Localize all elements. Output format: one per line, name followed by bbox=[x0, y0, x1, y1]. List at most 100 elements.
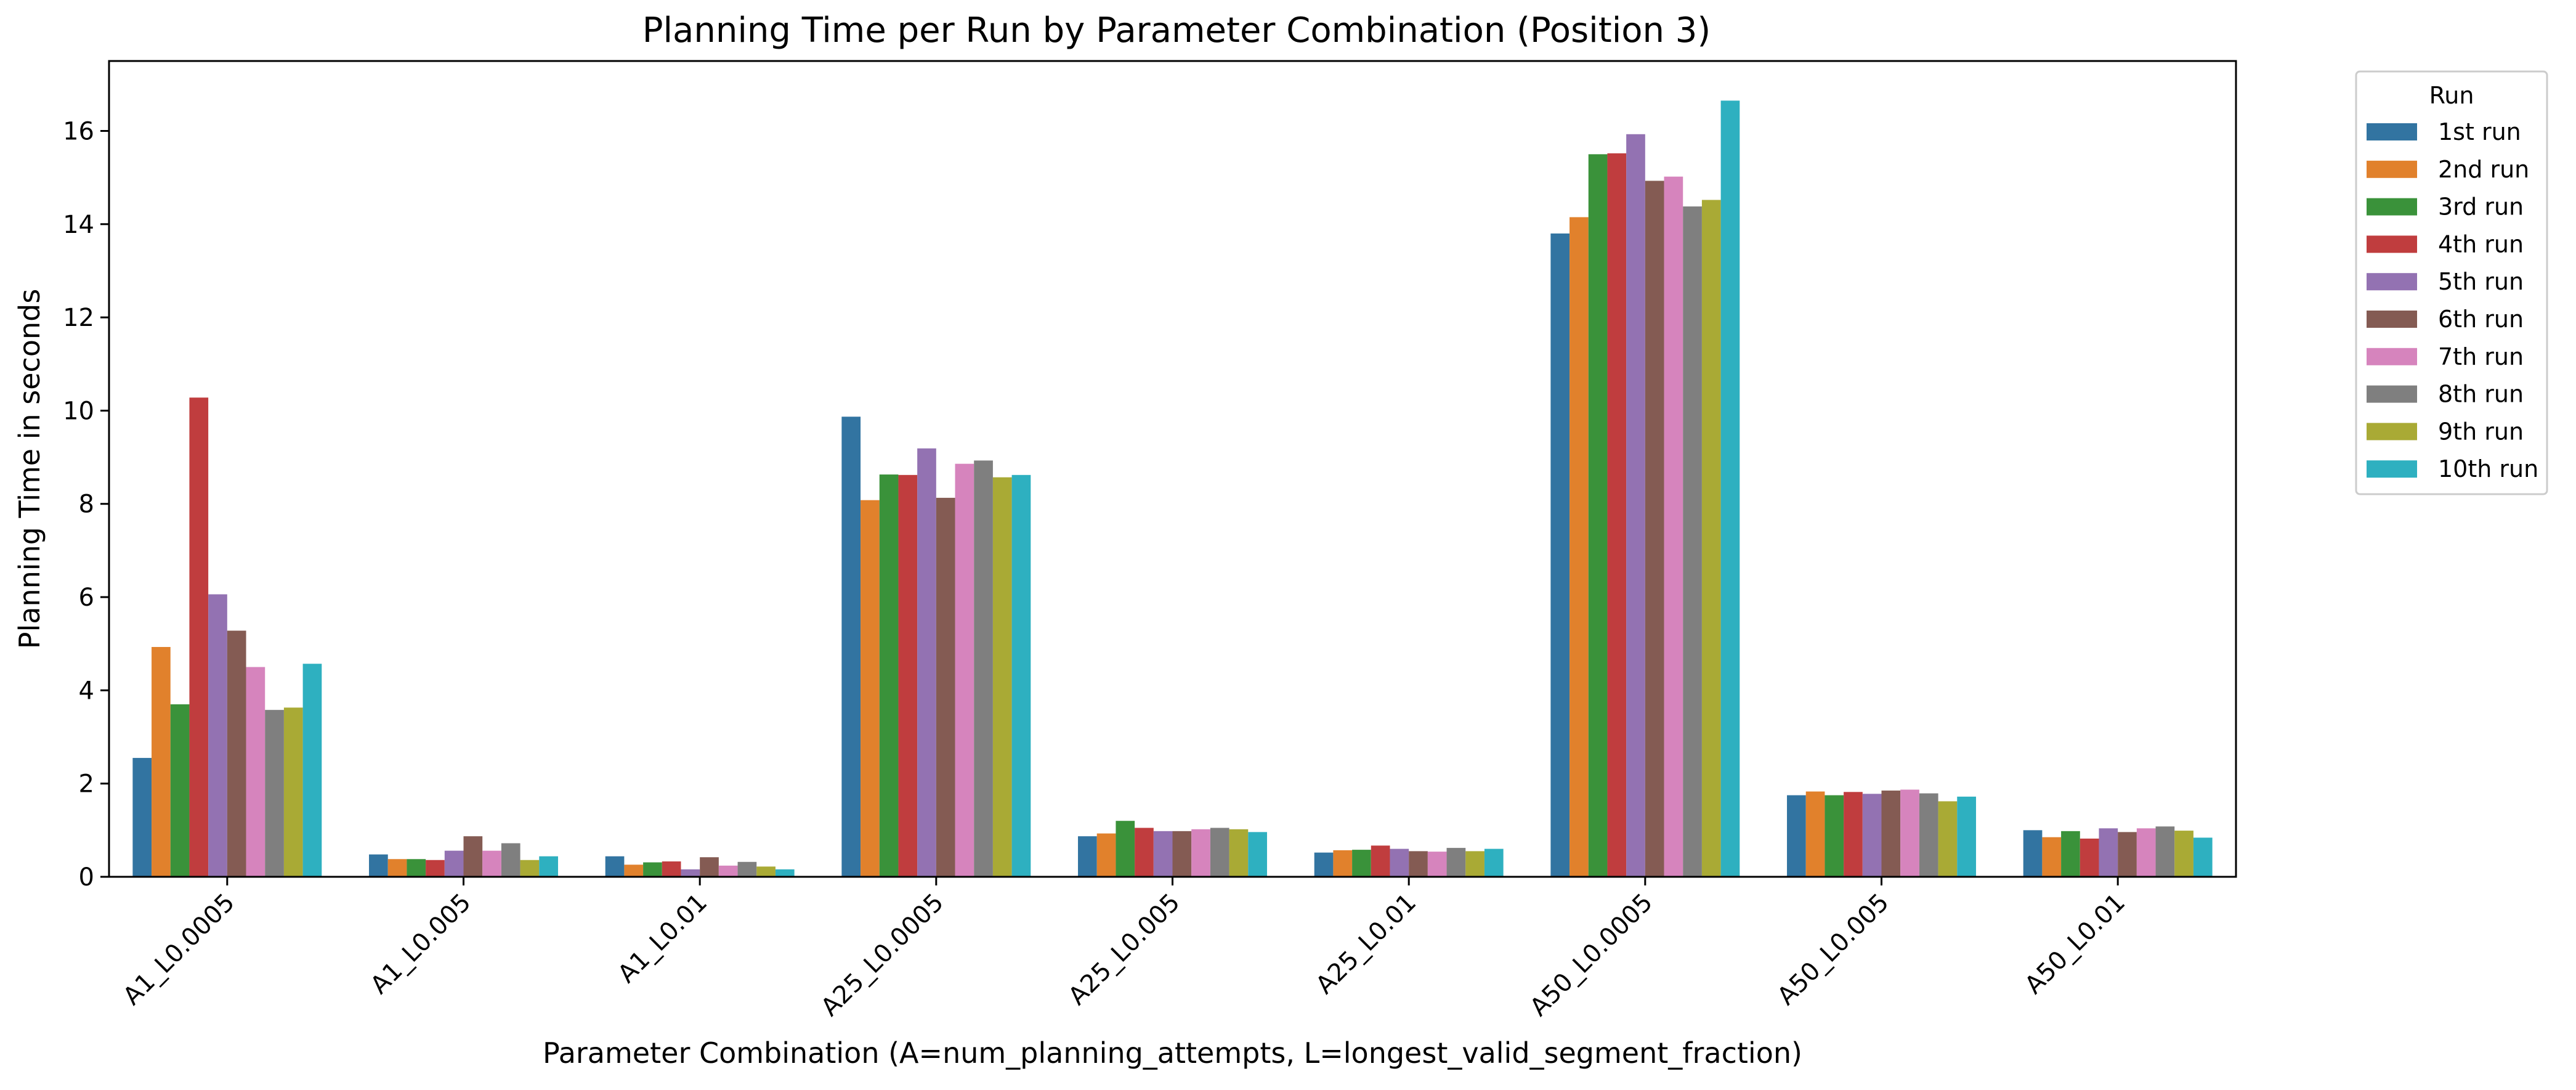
bar bbox=[1333, 850, 1353, 877]
bar bbox=[407, 859, 426, 877]
bar bbox=[1844, 792, 1863, 877]
y-axis-ticks: 0 2 4 6 8 10 12 14 16 bbox=[63, 117, 109, 892]
legend-swatch bbox=[2367, 160, 2417, 178]
bar bbox=[463, 836, 483, 877]
legend-label: 8th run bbox=[2438, 381, 2524, 408]
bar bbox=[520, 860, 540, 877]
bar bbox=[1862, 794, 1882, 877]
bar bbox=[898, 474, 918, 877]
bar bbox=[246, 667, 265, 877]
bar bbox=[643, 862, 662, 877]
bar bbox=[387, 859, 407, 877]
bar bbox=[1550, 233, 1570, 877]
bar bbox=[1900, 789, 1919, 877]
y-tick-label: 12 bbox=[63, 304, 94, 332]
bar bbox=[444, 850, 464, 877]
bar bbox=[1229, 829, 1249, 877]
bar bbox=[955, 463, 974, 877]
x-axis-ticks: A1_L0.0005 A1_L0.005 A1_L0.01 A25_L0.0005 A2… bbox=[118, 877, 2131, 1022]
bar bbox=[2042, 837, 2062, 877]
legend-swatch bbox=[2367, 123, 2417, 140]
bar bbox=[879, 474, 899, 877]
bar bbox=[227, 630, 246, 877]
plot-frame bbox=[108, 60, 2237, 878]
bars bbox=[132, 100, 2213, 877]
bar bbox=[1172, 831, 1192, 877]
bar bbox=[170, 704, 190, 877]
y-tick-label: 10 bbox=[63, 397, 94, 425]
bar bbox=[1314, 852, 1334, 877]
bar bbox=[992, 477, 1012, 877]
bar bbox=[302, 664, 322, 877]
x-tick-label: A1_L0.005 bbox=[365, 889, 477, 1000]
bar bbox=[700, 857, 719, 877]
bar bbox=[2193, 837, 2213, 877]
bar bbox=[1957, 796, 1976, 877]
y-tick-label: 8 bbox=[79, 490, 94, 519]
bar bbox=[501, 843, 520, 877]
bar bbox=[1446, 848, 1466, 877]
y-tick-label: 2 bbox=[79, 770, 94, 799]
legend-label: 2nd run bbox=[2438, 156, 2529, 183]
bar bbox=[1938, 801, 1958, 877]
bar bbox=[1484, 848, 1504, 877]
bar bbox=[662, 861, 681, 877]
bar bbox=[775, 869, 795, 877]
x-tick-label: A25_L0.005 bbox=[1063, 889, 1186, 1011]
bar bbox=[2023, 830, 2043, 877]
x-tick-label: A25_L0.01 bbox=[1310, 889, 1422, 1000]
bar bbox=[283, 707, 303, 877]
bar bbox=[1352, 850, 1371, 877]
chart-title: Planning Time per Run by Parameter Combi… bbox=[642, 10, 1711, 51]
y-tick-label: 0 bbox=[79, 863, 94, 892]
legend: Run 1st run 2nd run 3rd run 4th run 5th run 6… bbox=[2355, 70, 2548, 495]
bar bbox=[1787, 795, 1806, 877]
legend-label: 10th run bbox=[2438, 455, 2538, 482]
bar bbox=[1881, 791, 1901, 877]
bar bbox=[1683, 206, 1702, 877]
bar bbox=[189, 397, 209, 877]
y-tick-label: 16 bbox=[63, 117, 94, 145]
bar bbox=[1805, 791, 1825, 877]
bar bbox=[1701, 200, 1721, 877]
legend-swatch bbox=[2367, 311, 2417, 328]
bar bbox=[2080, 838, 2099, 877]
legend-swatch bbox=[2367, 423, 2417, 441]
y-tick-label: 14 bbox=[63, 211, 94, 239]
x-axis-label: Parameter Combination (A=num_planning_at… bbox=[543, 1036, 1802, 1070]
bar bbox=[1390, 848, 1409, 877]
x-tick-label: A1_L0.0005 bbox=[118, 889, 240, 1011]
bar bbox=[2099, 828, 2118, 877]
legend-title: Run bbox=[2429, 82, 2474, 109]
bar bbox=[841, 417, 861, 877]
bar bbox=[1153, 831, 1173, 877]
legend-label: 3rd run bbox=[2438, 193, 2524, 221]
bar bbox=[1588, 154, 1608, 877]
bar bbox=[974, 460, 993, 877]
bar bbox=[265, 710, 284, 877]
bar bbox=[681, 869, 700, 877]
legend-swatch bbox=[2367, 198, 2417, 216]
x-tick-label: A50_L0.0005 bbox=[1525, 889, 1658, 1022]
bar bbox=[1078, 836, 1097, 877]
bar bbox=[208, 594, 227, 877]
bar bbox=[1135, 828, 1154, 877]
bar bbox=[369, 854, 388, 877]
x-tick-label: A50_L0.005 bbox=[1772, 889, 1895, 1011]
bar bbox=[718, 865, 738, 877]
bar bbox=[1569, 217, 1589, 877]
bar bbox=[1011, 474, 1031, 877]
bar bbox=[1248, 832, 1267, 877]
bar bbox=[2136, 828, 2156, 877]
bar bbox=[1465, 851, 1484, 877]
bar bbox=[737, 861, 757, 877]
x-tick-label: A1_L0.01 bbox=[612, 889, 713, 989]
bar bbox=[426, 860, 445, 877]
legend-label: 9th run bbox=[2438, 418, 2524, 445]
bar bbox=[605, 856, 625, 877]
legend-label: 1st run bbox=[2438, 118, 2521, 145]
bar bbox=[1664, 176, 1683, 877]
bar bbox=[1409, 851, 1428, 877]
legend-label: 6th run bbox=[2438, 306, 2524, 333]
